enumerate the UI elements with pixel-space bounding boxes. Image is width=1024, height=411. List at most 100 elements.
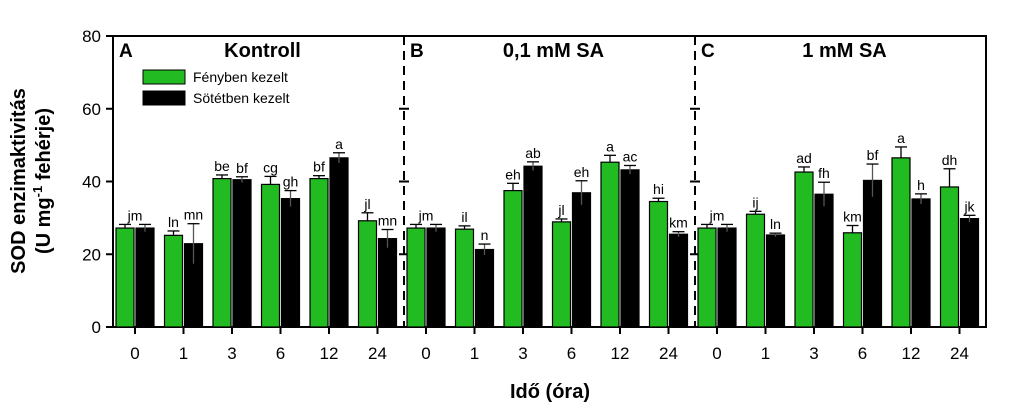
- bar-dark: [862, 179, 883, 328]
- x-tick-label: 6: [276, 344, 285, 363]
- bar-light: [357, 220, 378, 328]
- x-tick-label: 0: [421, 344, 430, 363]
- bar-dark: [668, 233, 689, 328]
- x-tick-label: 1: [179, 344, 188, 363]
- x-tick-label: 3: [518, 344, 527, 363]
- significance-label: ln: [168, 214, 179, 230]
- x-tick-label: 24: [368, 344, 387, 363]
- bar-dark: [474, 248, 495, 328]
- bar-light: [551, 221, 572, 328]
- significance-label: ac: [623, 148, 638, 164]
- bar-light: [503, 189, 523, 328]
- bar-dark: [329, 157, 349, 328]
- significance-label: a: [606, 138, 614, 154]
- significance-label: fh: [818, 165, 830, 181]
- bar-light: [697, 227, 717, 328]
- y-tick-label: 0: [92, 318, 101, 337]
- significance-label: jk: [963, 198, 975, 214]
- bars-group: [115, 146, 980, 328]
- bar-dark: [377, 238, 398, 328]
- x-tick-label: 6: [567, 344, 576, 363]
- bar-light: [115, 227, 135, 328]
- axes-group: [106, 35, 987, 334]
- panel-title: 0,1 mM SA: [503, 40, 604, 62]
- y-tick-label: 80: [82, 27, 101, 46]
- significance-label: jl: [363, 196, 370, 212]
- y-tick-label: 20: [82, 245, 101, 264]
- x-tick-label: 24: [950, 344, 969, 363]
- bar-dark: [620, 169, 640, 328]
- x-tick-label: 3: [809, 344, 818, 363]
- bar-light: [648, 200, 669, 328]
- bar-light: [454, 228, 475, 328]
- panel-letter-a: A: [119, 41, 133, 62]
- significance-label: km: [843, 209, 862, 225]
- panel-letter-c: C: [701, 41, 715, 62]
- significance-label: bf: [236, 160, 248, 176]
- bar-light: [891, 157, 911, 328]
- significance-label: gh: [283, 174, 299, 190]
- bar-dark: [814, 193, 834, 328]
- significance-label: dh: [942, 152, 958, 168]
- bar-dark: [523, 165, 543, 328]
- bar-light: [842, 232, 863, 328]
- bar-dark: [232, 179, 252, 328]
- y-axis-title-post: fehérje): [33, 108, 55, 186]
- significance-label: jm: [127, 207, 143, 223]
- significance-label: ij: [752, 194, 758, 210]
- significance-label: mn: [184, 207, 203, 223]
- y-tick-label: 40: [82, 173, 101, 192]
- bar-dark: [571, 192, 592, 328]
- significance-label: ab: [525, 145, 541, 161]
- significance-label: hi: [653, 181, 664, 197]
- bar-light: [260, 183, 281, 328]
- significance-label: jm: [418, 207, 434, 223]
- bar-light: [406, 227, 426, 328]
- x-tick-label: 3: [227, 344, 236, 363]
- bar-dark: [135, 227, 155, 328]
- x-tick-label: 12: [611, 344, 630, 363]
- x-tick-label: 0: [712, 344, 721, 363]
- bar-dark: [280, 197, 301, 328]
- bar-light: [309, 177, 329, 328]
- significance-label: eh: [505, 166, 521, 182]
- x-tick-label: 1: [470, 344, 479, 363]
- significance-label: jm: [709, 207, 725, 223]
- significance-label: h: [917, 177, 925, 193]
- y-axis-title-pre: (U mg: [33, 197, 55, 254]
- bar-light: [939, 186, 960, 328]
- bar-dark: [959, 218, 980, 328]
- bar-light: [212, 177, 232, 328]
- x-axis-title: Idő (óra): [510, 381, 590, 403]
- significance-label: a: [335, 136, 343, 152]
- x-tick-label: 6: [858, 344, 867, 363]
- significance-label: ln: [770, 216, 781, 232]
- y-tick-label: 60: [82, 100, 101, 119]
- x-tick-label: 12: [902, 344, 921, 363]
- bar-dark: [911, 198, 931, 328]
- x-tick-label: 0: [130, 344, 139, 363]
- significance-label: bf: [313, 159, 325, 175]
- legend-label: Sötétben kezelt: [193, 90, 290, 106]
- x-tick-label: 1: [761, 344, 770, 363]
- bar-light: [745, 213, 766, 328]
- panel-title: 1 mM SA: [802, 40, 886, 62]
- x-tick-label: 12: [320, 344, 339, 363]
- panel-title: Kontroll: [224, 40, 301, 62]
- legend-label: Fényben kezelt: [193, 69, 288, 85]
- legend-swatch-dark: [142, 90, 186, 106]
- legend-swatch-light: [142, 69, 186, 85]
- labels-group: SOD enzimaktivitás (U mg-1 fehérje) Idő …: [8, 27, 976, 403]
- significance-label: a: [897, 130, 905, 146]
- significance-label: ad: [796, 150, 812, 166]
- significance-label: bf: [867, 147, 879, 163]
- significance-label: eh: [574, 164, 590, 180]
- bar-light: [163, 234, 184, 328]
- bar-dark: [426, 227, 446, 328]
- panel-letter-b: B: [410, 41, 424, 62]
- y-axis-title-sup: -1: [30, 186, 45, 198]
- significance-label: km: [669, 215, 688, 231]
- x-tick-label: 24: [659, 344, 678, 363]
- bar-dark: [717, 227, 737, 328]
